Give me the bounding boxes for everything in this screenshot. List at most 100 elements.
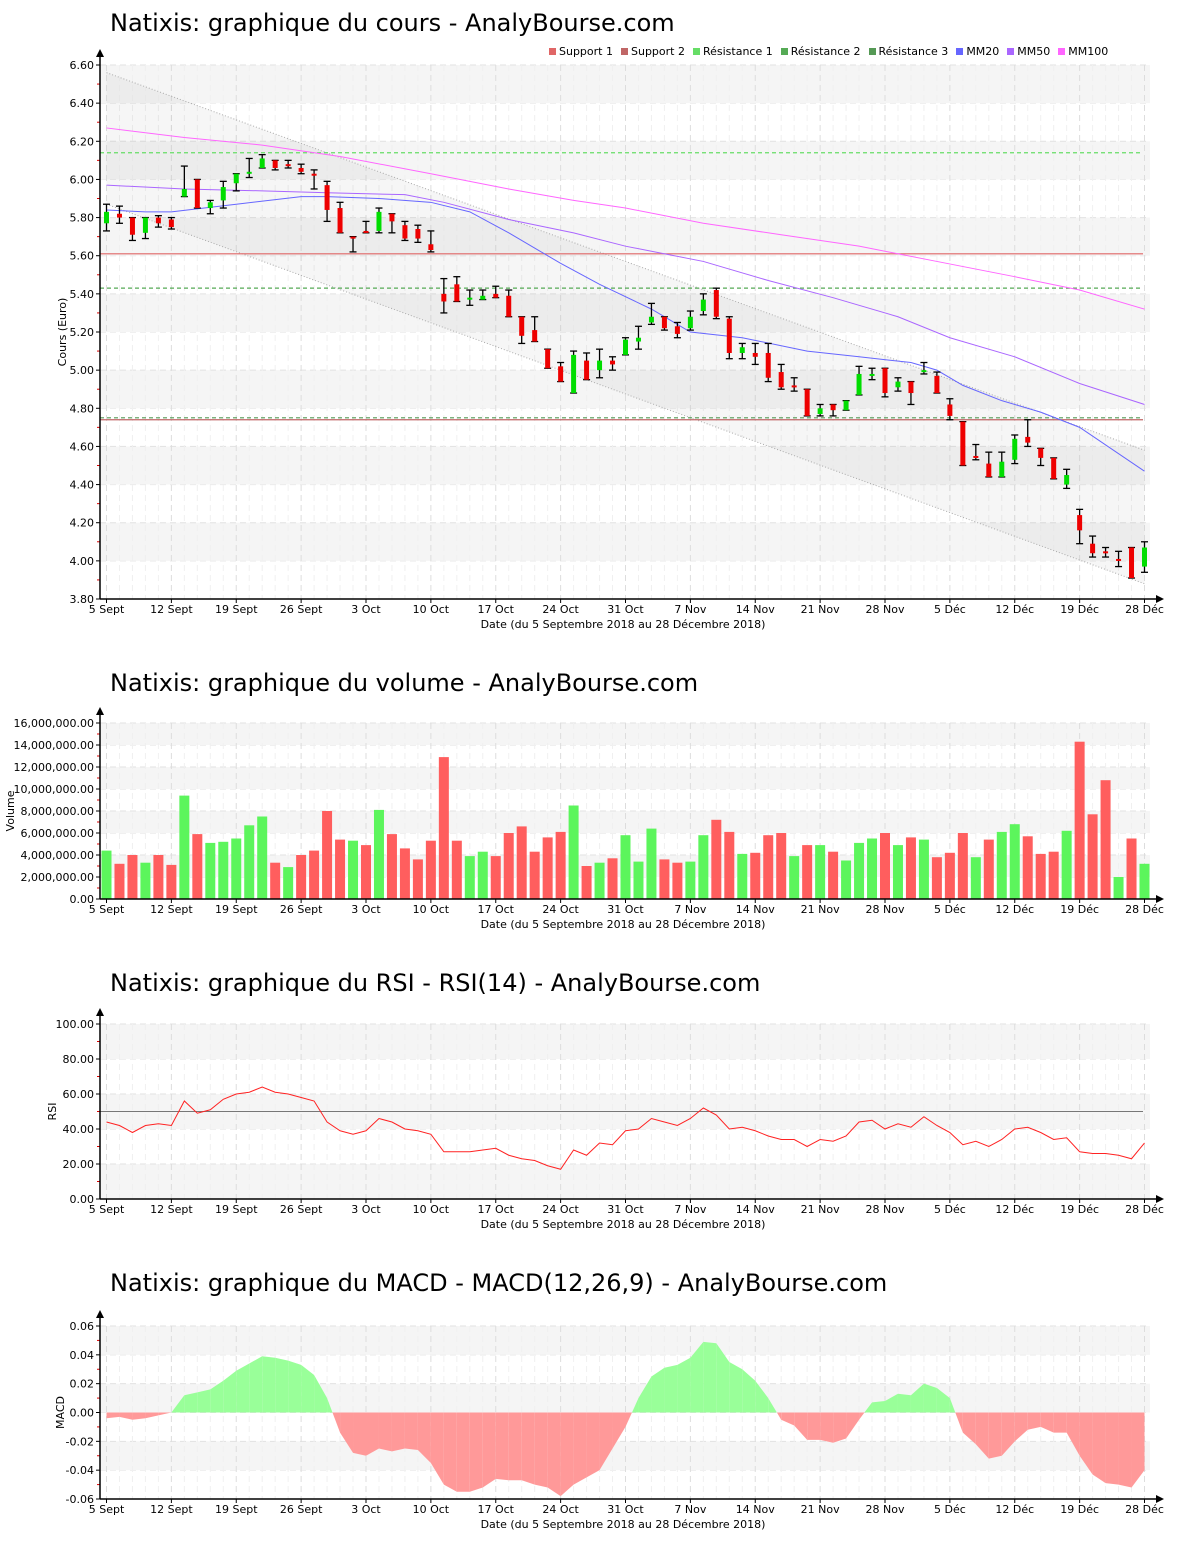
volume-bar [1074,741,1085,899]
candle [764,342,772,383]
candle [128,216,136,242]
candle-body [713,290,719,317]
y-tick-label: 14,000,000.00 [14,739,94,752]
candle [1089,535,1097,558]
x-tick-label: 3 Oct [351,903,381,916]
candle-body [869,373,875,376]
volume-bar [283,867,294,899]
volume-bar [698,835,709,899]
candle-body [895,381,901,388]
y-tick-label: 80.00 [63,1053,95,1066]
candle [349,235,357,253]
candle-body [506,295,512,317]
grid-band [100,811,1150,833]
candle-body [960,421,966,466]
x-tick-label: 3 Oct [351,1503,381,1516]
x-tick-label: 19 Sept [215,1503,258,1516]
macd-area-segment [132,1412,146,1420]
macd-area-segment [119,1412,133,1420]
macd-area-segment [716,1343,730,1413]
x-tick-label: 28 Nov [866,1503,905,1516]
y-axis-title: RSI [46,1103,59,1121]
candle [440,277,448,314]
volume-bar [1022,836,1033,899]
x-tick-label: 28 Nov [866,903,905,916]
macd-area-segment [391,1412,405,1452]
x-tick-label: 12 Sept [150,903,193,916]
candle-body [700,299,706,312]
x-tick-label: 31 Oct [607,603,644,616]
macd-area-segment [631,1398,639,1413]
x-tick-label: 19 Déc [1060,903,1099,916]
macd-area-segment [197,1389,211,1413]
macd-area-segment [332,1412,341,1433]
macd-area-segment [781,1412,795,1426]
volume-bar [257,816,268,899]
candle-body [674,326,680,334]
volume-bar [477,851,488,899]
x-tick-label: 12 Déc [995,1203,1034,1216]
x-tick-label: 12 Sept [150,1203,193,1216]
macd-area-segment [443,1412,457,1492]
macd-area-segment [366,1412,379,1456]
macd-area-segment [1118,1412,1132,1488]
candle-body [532,330,538,342]
volume-bar [1100,780,1111,899]
candle [1011,434,1019,465]
candle-body [233,173,239,184]
volume-bar [996,831,1007,899]
candle [245,157,253,179]
volume-bar [659,859,670,899]
candle [141,216,149,240]
x-tick-label: 28 Nov [866,1203,905,1216]
candle-body [1038,448,1044,458]
volume-bar [114,863,125,899]
volume-bar [957,833,968,899]
x-tick-label: 17 Oct [477,1503,514,1516]
candle [1141,541,1148,573]
volume-bar [101,850,112,899]
y-tick-label: 6.20 [70,135,95,148]
candle-body [324,185,330,210]
candle-body [298,167,304,172]
volume-bar [399,848,410,899]
macd-area-segment [547,1412,561,1497]
candle [1115,550,1123,568]
candle [998,451,1006,478]
candle [933,371,941,394]
y-tick-label: 6,000,000.00 [21,827,94,840]
candle [868,367,876,381]
legend-item: Support 2 [620,45,685,58]
x-tick-label: 14 Nov [736,1503,775,1516]
macd-area-segment [677,1357,691,1413]
candle [920,361,928,375]
candle [946,398,954,421]
candle-body [804,389,810,416]
volume-bar [451,840,462,899]
x-tick-label: 10 Oct [413,1503,450,1516]
x-tick-label: 31 Oct [607,1203,644,1216]
volume-bar [231,838,242,899]
price-legend: Support 1 Support 2 Résistance 1 Résistance… [549,45,1108,58]
candle [959,420,967,467]
macd-area-segment [482,1412,496,1488]
candle-body [817,408,823,415]
candle [297,163,305,175]
macd-area-segment [864,1402,873,1413]
candle [271,159,279,171]
x-tick-label: 19 Sept [215,1203,258,1216]
candle-body [220,187,226,201]
y-tick-label: 0.02 [70,1378,95,1391]
volume-chart-title: Natixis: graphique du volume - AnalyBour… [110,669,699,697]
volume-bar [607,858,618,899]
legend-item: MM100 [1058,45,1108,58]
volume-bar [140,862,151,899]
volume-bar [335,839,346,899]
candle-body [1116,558,1122,561]
y-axis-title: Cours (Euro) [56,298,69,367]
macd-area-segment [145,1412,159,1419]
y-tick-label: 4.00 [70,555,95,568]
macd-area-segment [1131,1412,1145,1488]
x-tick-label: 7 Nov [674,903,706,916]
x-tick-label: 14 Nov [736,1203,775,1216]
